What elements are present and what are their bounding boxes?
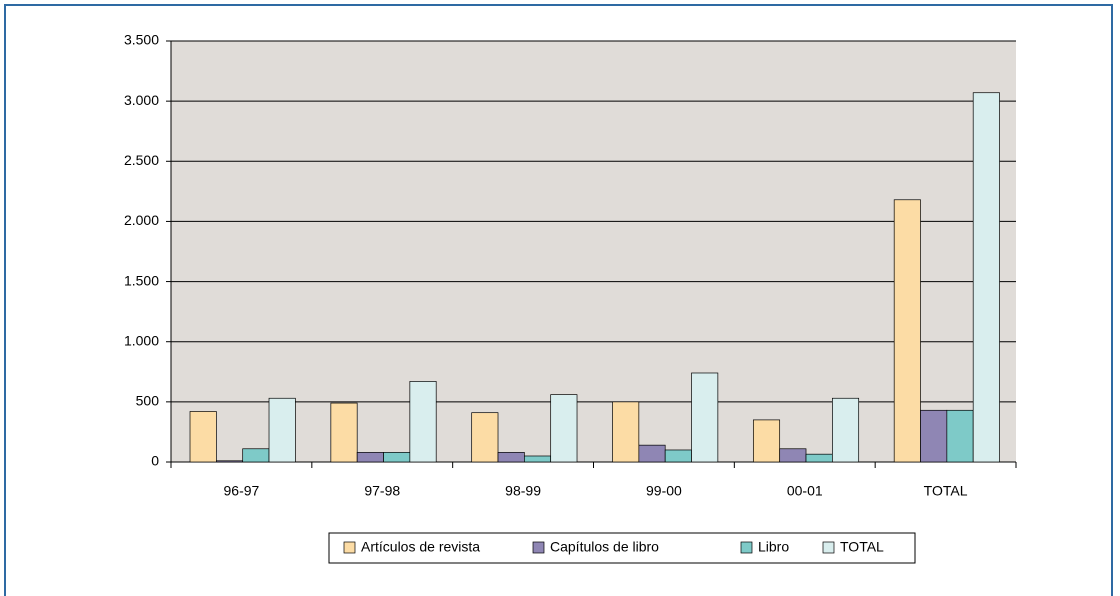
x-tick-label: 98-99: [505, 483, 541, 499]
y-tick-label: 500: [136, 393, 160, 409]
bar: [779, 448, 807, 463]
x-tick-label: 00-01: [787, 483, 823, 499]
bar: [383, 452, 411, 463]
bar: [189, 411, 217, 463]
bar: [409, 381, 437, 463]
y-tick-label: 1.500: [124, 272, 159, 288]
legend: [328, 532, 916, 564]
bar: [691, 372, 719, 463]
legend-label: TOTAL: [840, 539, 884, 555]
y-tick-label: 2.000: [124, 212, 159, 228]
legend-swatch: [740, 541, 753, 554]
bar: [893, 199, 921, 463]
legend-swatch: [822, 541, 835, 554]
x-tick-label: 96-97: [224, 483, 260, 499]
legend-swatch: [343, 541, 356, 554]
bar: [920, 409, 948, 463]
bar: [638, 444, 666, 463]
bar: [972, 92, 1000, 463]
bar: [356, 452, 384, 463]
bar: [268, 397, 296, 463]
bar: [497, 452, 525, 463]
legend-label: Capítulos de libro: [550, 539, 659, 555]
bar: [330, 402, 358, 463]
bar: [471, 412, 499, 463]
bar: [242, 448, 270, 463]
legend-label: Libro: [758, 539, 789, 555]
y-tick-label: 0: [151, 453, 159, 469]
plot-area: [171, 41, 1016, 462]
x-tick-label: TOTAL: [924, 483, 968, 499]
bar: [752, 419, 781, 463]
y-tick-label: 3.500: [124, 32, 159, 48]
bar: [612, 401, 640, 463]
y-tick-label: 1.000: [124, 332, 159, 348]
legend-swatch: [532, 541, 545, 554]
bar: [524, 455, 552, 463]
x-tick-label: 99-00: [646, 483, 682, 499]
bar: [550, 394, 578, 463]
bar: [664, 449, 692, 463]
frame: [4, 4, 1113, 596]
y-tick-label: 2.500: [124, 152, 159, 168]
bar: [805, 453, 833, 463]
bar: [832, 397, 860, 463]
bar: [215, 460, 244, 463]
bar: [946, 409, 974, 463]
legend-label: Artículos de revista: [361, 539, 480, 555]
x-tick-label: 97-98: [364, 483, 400, 499]
y-tick-label: 3.000: [124, 92, 159, 108]
